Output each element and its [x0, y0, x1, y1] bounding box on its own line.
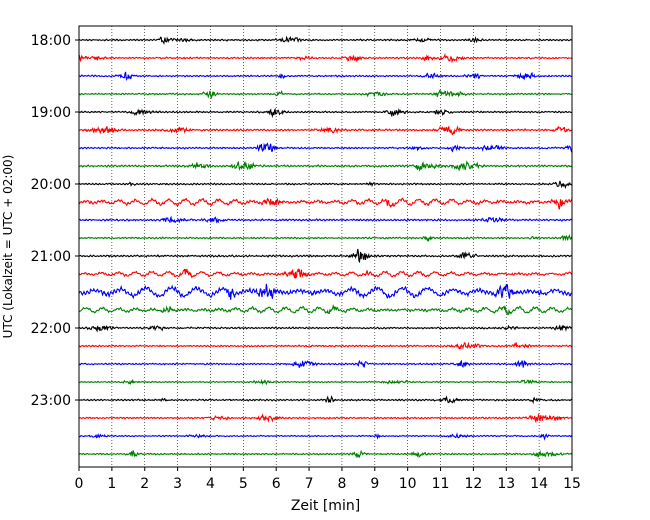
x-tick-label: 11 — [432, 476, 450, 492]
plot-frame — [78, 25, 573, 468]
x-tick-label: 5 — [239, 476, 248, 492]
y-axis-label: UTC (Lokalzeit = UTC + 02:00) — [1, 155, 15, 339]
x-tick-label: 12 — [464, 476, 482, 492]
trace-2015 — [78, 197, 573, 210]
trace-1945 — [78, 160, 573, 172]
x-tick-label: 2 — [140, 476, 149, 492]
x-tick-label: 15 — [563, 476, 581, 492]
trace-1900 — [78, 107, 573, 119]
trace-1815 — [78, 52, 573, 64]
x-tick-label: 14 — [530, 476, 548, 492]
y-tick-label: 23:00 — [31, 393, 71, 409]
trace-2345 — [78, 449, 573, 459]
x-tick-label: 9 — [370, 476, 379, 492]
x-tick-label: 6 — [272, 476, 281, 492]
trace-2030 — [78, 215, 573, 224]
y-tick-label: 22:00 — [31, 321, 71, 337]
trace-2115 — [78, 267, 573, 279]
trace-1800 — [78, 35, 573, 45]
trace-2230 — [78, 359, 573, 369]
x-axis-label: Zeit [min] — [291, 498, 360, 514]
x-tick-label: 8 — [337, 476, 346, 492]
x-tick-label: 10 — [399, 476, 417, 492]
trace-1915 — [78, 125, 573, 136]
x-tick-label: 4 — [206, 476, 215, 492]
trace-2200 — [78, 324, 573, 333]
trace-2215 — [78, 341, 573, 351]
x-tick-label: 3 — [173, 476, 182, 492]
x-tick-label: 1 — [107, 476, 116, 492]
trace-2330 — [78, 432, 573, 441]
trace-2130 — [78, 283, 573, 300]
trace-2145 — [78, 303, 573, 316]
y-tick-label: 21:00 — [31, 249, 71, 265]
trace-2000 — [78, 180, 573, 190]
trace-2315 — [78, 413, 573, 424]
y-tick-label: 18:00 — [31, 33, 71, 49]
x-axis: 0 1 2 3 4 5 6 7 8 9 10 11 12 13 14 15 — [75, 467, 581, 492]
trace-2100 — [78, 248, 573, 264]
trace-1930 — [78, 142, 573, 153]
y-tick-label: 20:00 — [31, 177, 71, 193]
trace-2300 — [78, 395, 573, 405]
x-tick-label: 0 — [75, 476, 84, 492]
x-tick-label: 7 — [305, 476, 314, 492]
x-tick-label: 13 — [497, 476, 515, 492]
trace-2045 — [78, 233, 573, 242]
trace-1830 — [78, 71, 573, 81]
y-axis: 18:00 19:00 20:00 21:00 22:00 23:00 — [31, 33, 79, 409]
trace-2245 — [78, 378, 573, 386]
trace-group — [78, 35, 573, 459]
y-tick-label: 19:00 — [31, 105, 71, 121]
trace-1845 — [78, 89, 573, 100]
